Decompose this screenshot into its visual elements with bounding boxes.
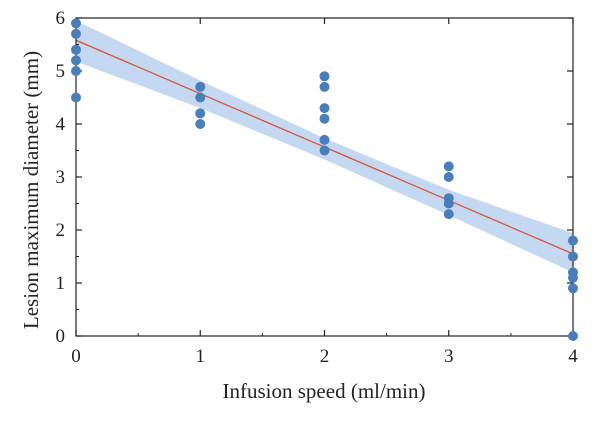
data-point xyxy=(319,145,330,156)
y-tick-label: 4 xyxy=(56,114,66,135)
y-tick-label: 5 xyxy=(56,61,66,82)
tick-labels: 0 1 2 3 4 0 1 2 3 4 5 6 xyxy=(56,8,579,367)
y-tick-label: 6 xyxy=(56,8,66,29)
data-point xyxy=(319,134,330,145)
data-point xyxy=(443,198,454,209)
data-point xyxy=(568,331,578,341)
data-point xyxy=(319,103,330,114)
y-tick-label: 1 xyxy=(56,273,66,294)
data-point xyxy=(443,209,454,220)
y-tick-label: 3 xyxy=(56,167,66,188)
data-point xyxy=(319,71,330,82)
data-point xyxy=(71,92,81,103)
data-point xyxy=(195,81,206,92)
data-point xyxy=(71,44,81,55)
data-point xyxy=(319,81,330,92)
data-point xyxy=(71,18,81,29)
x-tick-label: 3 xyxy=(444,346,454,367)
data-point xyxy=(443,161,454,172)
data-points-layer xyxy=(71,18,578,341)
data-point xyxy=(443,172,454,182)
data-point xyxy=(71,55,81,66)
data-point xyxy=(71,28,81,39)
data-point xyxy=(568,251,578,262)
data-point xyxy=(568,235,578,246)
x-tick-label: 0 xyxy=(71,346,81,367)
y-tick-label: 0 xyxy=(56,326,66,347)
data-point xyxy=(568,283,578,294)
x-tick-label: 4 xyxy=(568,346,578,367)
data-point xyxy=(195,108,206,119)
y-axis-title: Lesion maximum diameter (mm) xyxy=(19,51,43,329)
data-point xyxy=(71,66,81,76)
x-tick-label: 2 xyxy=(320,346,330,367)
data-point xyxy=(568,272,578,283)
data-point xyxy=(195,92,206,103)
x-axis-title: Infusion speed (ml/min) xyxy=(223,379,426,403)
x-tick-label: 1 xyxy=(196,346,206,367)
data-point xyxy=(319,113,330,124)
y-tick-label: 2 xyxy=(56,220,66,241)
data-point xyxy=(195,119,206,129)
